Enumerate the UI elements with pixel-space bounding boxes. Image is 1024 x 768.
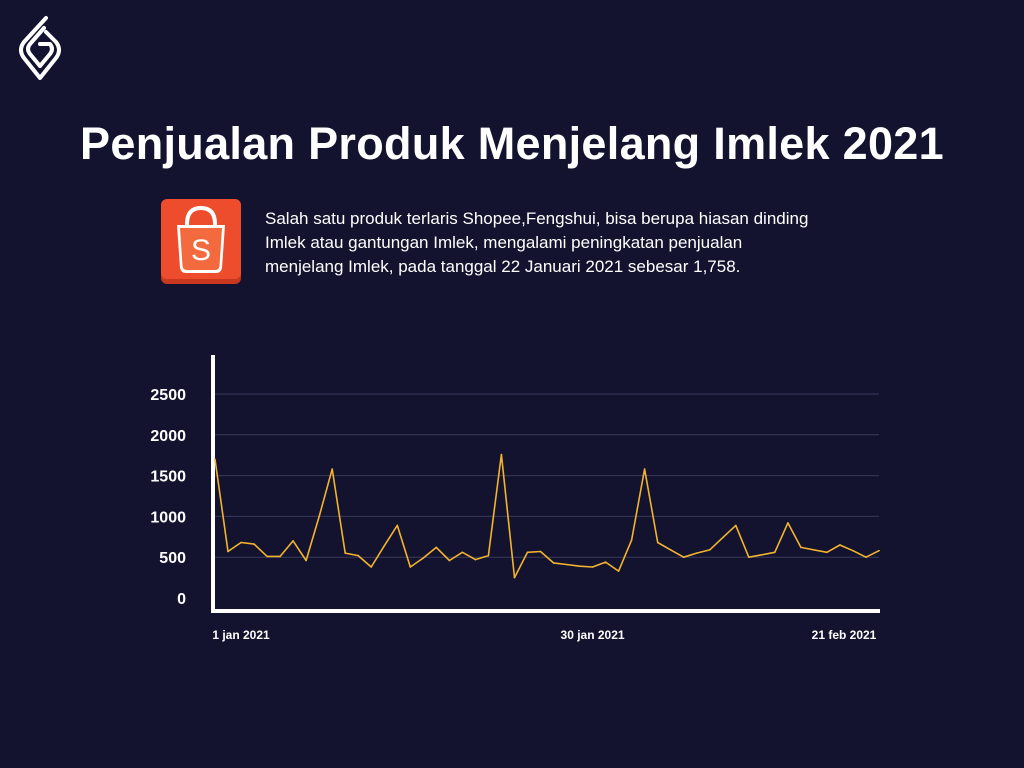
data-point [643, 468, 646, 470]
y-tick-label: 2000 [150, 428, 186, 445]
data-point [344, 552, 346, 554]
data-point [279, 555, 281, 558]
data-point [591, 566, 594, 568]
description-line: menjelang Imlek, pada tanggal 22 Januari… [265, 257, 741, 276]
data-point [721, 536, 724, 539]
data-point [487, 554, 490, 557]
data-point [748, 556, 750, 558]
grid-lines [215, 393, 879, 558]
brand-logo-icon [19, 16, 61, 80]
x-tick-label: 21 feb 2021 [812, 628, 877, 642]
data-point [305, 559, 307, 562]
data-point [878, 549, 880, 552]
data-point [396, 524, 399, 527]
x-tick-label: 1 jan 2021 [212, 628, 270, 642]
data-point [604, 561, 607, 563]
data-point [617, 570, 620, 572]
data-point [539, 550, 542, 553]
data-point [565, 563, 568, 566]
y-tick-label: 2500 [150, 387, 186, 404]
data-point [357, 554, 360, 557]
data-point [682, 556, 685, 558]
data-point [500, 453, 503, 456]
y-tick-label: 0 [177, 591, 186, 608]
data-points [214, 453, 880, 579]
data-point [695, 552, 698, 554]
data-point [435, 546, 438, 549]
data-point [422, 557, 425, 559]
data-point [552, 562, 555, 564]
data-point [826, 551, 828, 554]
y-tick-label: 500 [159, 550, 186, 567]
data-point [787, 522, 789, 524]
data-point [526, 551, 529, 554]
y-tick-label: 1000 [150, 509, 186, 526]
description-line: Salah satu produk terlaris Shopee,Fengsh… [265, 209, 809, 228]
data-point [865, 556, 867, 558]
data-point [774, 551, 776, 554]
x-tick-label: 30 jan 2021 [561, 628, 625, 642]
data-point [474, 558, 477, 561]
description-line: Imlek atau gantungan Imlek, mengalami pe… [265, 233, 743, 252]
svg-text:S: S [191, 234, 211, 267]
data-point [318, 515, 320, 518]
data-point [214, 458, 216, 461]
data-point [227, 550, 229, 553]
data-point [370, 566, 373, 568]
data-point [800, 546, 802, 549]
data-point [253, 543, 255, 545]
data-point [409, 566, 412, 568]
data-point [630, 539, 633, 541]
data-point [578, 565, 581, 567]
data-point [240, 541, 242, 544]
data-point [383, 544, 386, 547]
shopee-bag-icon: S [161, 199, 241, 284]
data-point [656, 541, 659, 544]
data-point [852, 549, 854, 552]
data-point [734, 524, 737, 527]
data-point [266, 555, 268, 558]
data-point [331, 468, 333, 470]
data-point [761, 553, 763, 556]
data-point [669, 549, 672, 551]
data-point [708, 549, 711, 551]
description-text: Salah satu produk terlaris Shopee,Fengsh… [265, 207, 905, 279]
data-point [839, 544, 841, 546]
data-point [813, 549, 815, 551]
data-point [448, 559, 451, 562]
sales-series-line [214, 453, 880, 579]
y-axis-tick-labels: 0 500 1000 1500 2000 2500 [150, 387, 186, 608]
page-title: Penjualan Produk Menjelang Imlek 2021 [80, 118, 944, 169]
y-tick-label: 1500 [150, 469, 186, 486]
data-point [461, 551, 464, 554]
data-point [513, 576, 516, 579]
data-point [292, 540, 294, 542]
x-axis-tick-labels: 1 jan 2021 30 jan 2021 21 feb 2021 [212, 628, 876, 642]
